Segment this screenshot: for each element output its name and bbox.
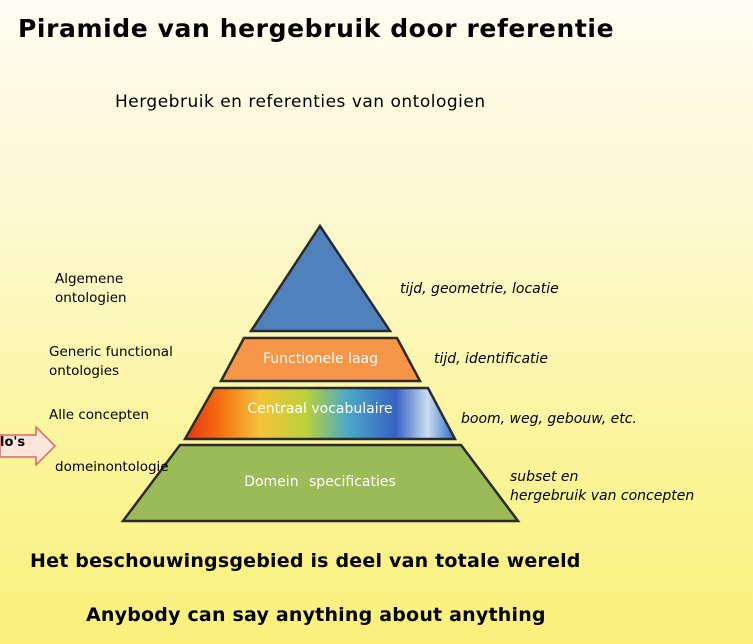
page-subtitle: Hergebruik en referenties van ontologien [115, 92, 486, 112]
right-label-domein: subset en hergebruik van concepten [510, 468, 694, 506]
domein-layer-label: Domein specificaties [244, 474, 396, 490]
centraal-layer-label: Centraal vocabulaire [247, 401, 393, 417]
pyramid-centraal-layer [182, 386, 458, 441]
left-label-algemene-line1: Algemene [55, 271, 124, 287]
left-label-algemene-line2: ontologien [55, 290, 127, 306]
left-label-domeinontologie: domeinontologie [55, 459, 169, 475]
left-label-algemene: Algemene ontologien [55, 270, 127, 308]
right-label-centraal: boom, weg, gebouw, etc. [461, 411, 637, 427]
arrow-label: lo's [0, 435, 26, 450]
functionele-layer-label: Functionele laag [262, 351, 379, 367]
left-label-generic-line2: ontologies [49, 363, 120, 379]
left-arrow: lo's [0, 426, 58, 466]
left-label-alle-concepten: Alle concepten [49, 407, 150, 423]
pyramid-functionele-layer [218, 336, 423, 383]
footer-line1: Het beschouwingsgebied is deel van total… [30, 550, 581, 572]
footer-line2: Anybody can say anything about anything [86, 604, 546, 626]
right-label-top: tijd, geometrie, locatie [400, 281, 559, 297]
left-label-generic-line1: Generic functional [49, 344, 173, 360]
right-label-functionele: tijd, identificatie [434, 351, 549, 367]
pyramid-top-layer [248, 223, 393, 333]
arrow-right-icon [0, 426, 57, 466]
right-label-domein-line1: subset en [510, 469, 579, 485]
pyramid-domein-layer [120, 443, 521, 523]
right-label-domein-line2: hergebruik van concepten [510, 488, 695, 504]
left-label-generic: Generic functional ontologies [49, 343, 173, 381]
page-title: Piramide van hergebruik door referentie [18, 14, 615, 43]
